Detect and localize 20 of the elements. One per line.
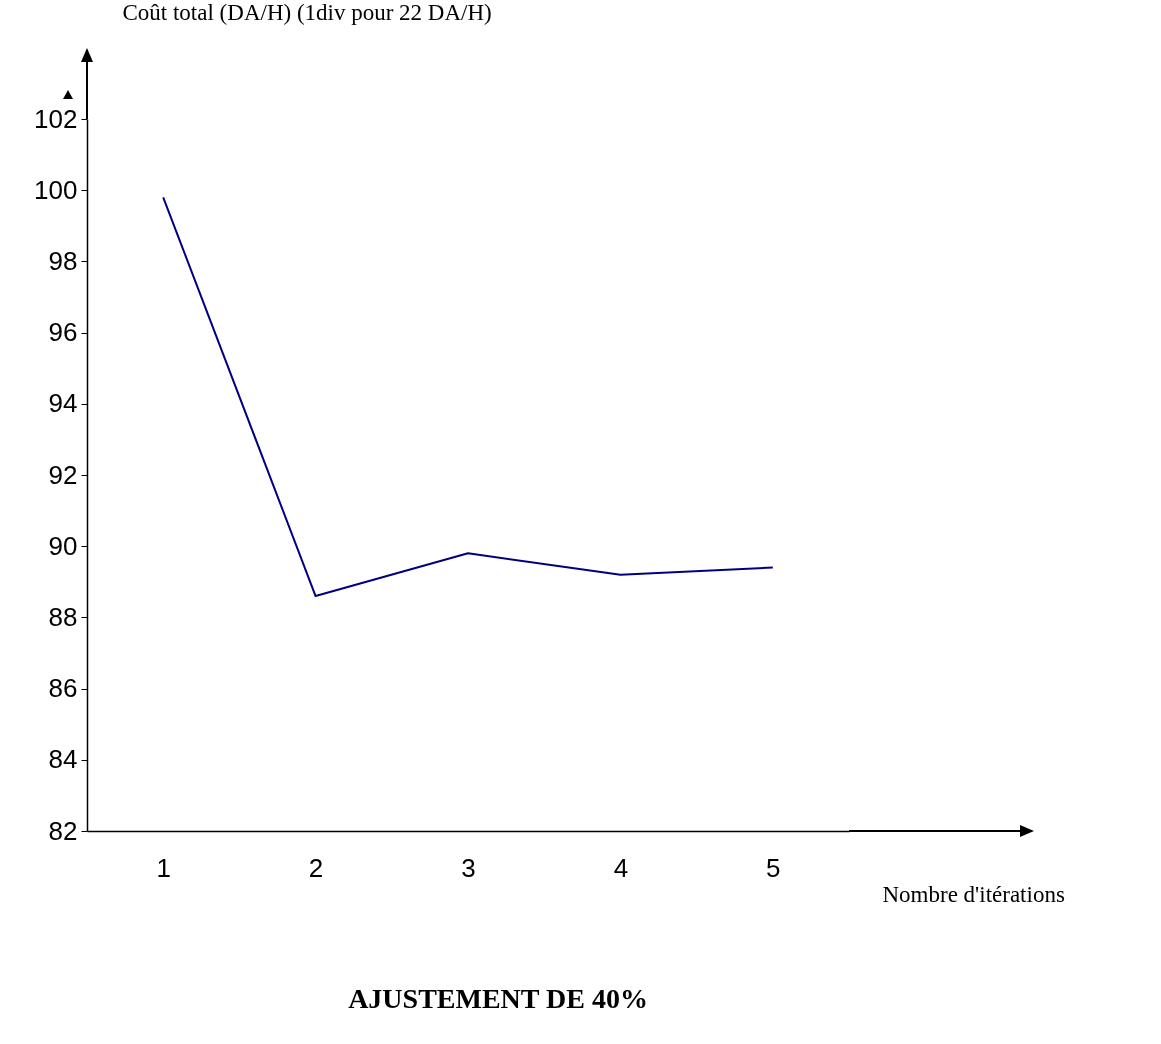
y-tick-label: 100 — [34, 174, 78, 205]
y-tick-label: 102 — [34, 103, 78, 134]
y-tick-label: 86 — [48, 673, 78, 704]
x-axis-title: Nombre d'itérations — [882, 881, 1065, 907]
x-tick-label: 2 — [308, 852, 324, 883]
y-tick-label: 82 — [48, 815, 78, 846]
text: AJUSTEMENT DE 40% — [348, 983, 648, 1014]
y-tick-label: 92 — [48, 459, 78, 490]
x-tick-label: 1 — [156, 852, 171, 883]
y-tick-label: 84 — [48, 744, 78, 775]
y-tick-label: 88 — [48, 601, 78, 632]
x-tick-label: 3 — [461, 852, 476, 883]
y-tick-label: 96 — [48, 317, 78, 348]
y-tick-label: 90 — [48, 530, 78, 561]
x-tick-label: 4 — [613, 852, 629, 883]
y-tick-label: 98 — [48, 245, 78, 276]
y-axis-title: Coût total (DA/H) (1div pour 22 DA/H) — [122, 0, 492, 25]
x-tick-label: 5 — [766, 852, 781, 883]
line-series — [162, 196, 774, 598]
y-tick-label: 94 — [48, 388, 78, 419]
